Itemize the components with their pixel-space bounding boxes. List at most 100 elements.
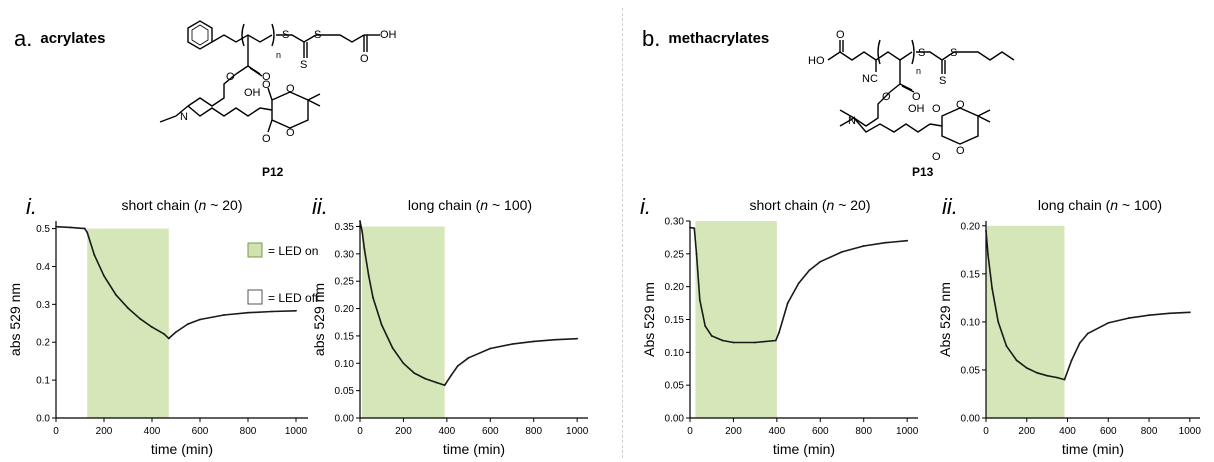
- atom-o3: O: [360, 53, 369, 65]
- chart-1: 0 200 400 600 800 1000 0.0 0.1 0.2 0.3 0.4 0.5 time …: [7, 194, 308, 457]
- y-tick-label: 0.1: [36, 376, 50, 387]
- y-tick-label: 0.10: [335, 359, 355, 370]
- data-point: [532, 340, 535, 343]
- y-axis-label: Abs 529 nm: [937, 282, 953, 357]
- x-tick-label: 1000: [1179, 426, 1202, 437]
- y-tick-label: 0.25: [665, 249, 685, 260]
- atom-n2: N: [848, 115, 856, 127]
- panel-a-header: a. acrylates: [14, 26, 105, 52]
- data-point: [450, 374, 453, 377]
- y-tick-label: 0.15: [961, 269, 981, 280]
- x-tick-label: 600: [812, 426, 829, 437]
- data-point: [1078, 342, 1081, 344]
- y-tick-label: 0.30: [665, 217, 685, 228]
- data-point: [402, 362, 405, 365]
- data-point: [380, 324, 383, 326]
- data-point: [710, 335, 713, 337]
- data-point: [1056, 376, 1059, 379]
- atom-s4: S: [918, 47, 925, 59]
- data-point: [424, 377, 427, 380]
- x-tick-label: 0: [983, 426, 989, 437]
- chart-title: short chain (n ~ 20): [749, 197, 870, 213]
- data-point: [786, 302, 789, 304]
- compound-label-p12: P12: [262, 165, 284, 179]
- data-point: [841, 250, 843, 253]
- absorbance-series-line: [359, 220, 578, 387]
- y-tick-label: 0.05: [335, 386, 355, 397]
- data-point: [187, 323, 189, 325]
- x-tick-label: 400: [1059, 426, 1076, 437]
- x-tick-label: 400: [439, 426, 456, 437]
- atom-o2: O: [226, 71, 235, 83]
- data-point: [987, 253, 989, 256]
- atom-s1: S: [282, 29, 289, 41]
- x-tick-label: 200: [1018, 426, 1035, 437]
- data-point: [1005, 345, 1008, 347]
- y-tick-label: 0.20: [665, 282, 685, 293]
- atom-o14: O: [956, 145, 965, 157]
- data-point: [163, 332, 165, 335]
- y-tick-label: 0.35: [335, 222, 355, 233]
- atom-o1: O: [262, 71, 271, 83]
- atom-n1: N: [180, 111, 188, 123]
- atom-o5: O: [262, 133, 271, 145]
- atom-s2: S: [314, 29, 321, 41]
- data-point: [576, 337, 579, 340]
- data-point: [247, 311, 249, 314]
- x-tick-label: 200: [725, 426, 742, 437]
- data-point: [689, 226, 691, 229]
- led-off-swatch: [247, 289, 263, 305]
- data-point: [372, 296, 374, 299]
- panel-a-title: acrylates: [40, 30, 106, 47]
- y-tick-label: 0.4: [36, 262, 50, 273]
- atom-o4: O: [262, 79, 271, 91]
- x-tick-label: 600: [482, 426, 499, 437]
- data-point: [693, 227, 696, 230]
- chart-title: long chain (n ~ 100): [408, 197, 532, 213]
- data-point: [1063, 378, 1066, 381]
- x-tick-label: 1000: [896, 426, 919, 437]
- led-on-region: [87, 228, 169, 418]
- data-point: [151, 326, 153, 328]
- atom-o6: O: [286, 83, 295, 95]
- led-on-swatch: [247, 242, 263, 258]
- data-point: [695, 252, 698, 255]
- y-tick-label: 0.3: [36, 300, 50, 311]
- data-point: [467, 356, 470, 359]
- panel-b-title: methacrylates: [668, 30, 770, 47]
- led-on-region: [362, 226, 445, 418]
- atom-oh1: OH: [380, 29, 397, 41]
- data-point: [83, 227, 86, 230]
- structure-p13: HO O NC S S S O O N OH O O O O n P13: [808, 29, 1015, 179]
- data-point: [86, 231, 89, 234]
- atom-subscript-n2: n: [916, 66, 921, 76]
- data-point: [456, 365, 459, 367]
- subpanel-numeral: ii.: [312, 194, 328, 219]
- y-tick-label: 0.5: [36, 224, 50, 235]
- x-tick-label: 600: [192, 426, 209, 437]
- data-point: [1046, 374, 1049, 377]
- y-tick-label: 0.00: [961, 414, 981, 425]
- data-point: [1070, 359, 1073, 362]
- data-point: [359, 220, 361, 222]
- atom-o9: O: [882, 91, 891, 103]
- atom-oh2: OH: [244, 87, 261, 99]
- atom-ho: HO: [808, 55, 825, 67]
- data-point: [435, 381, 437, 384]
- data-point: [732, 341, 735, 344]
- atom-s5: S: [950, 47, 957, 59]
- atom-nc: NC: [862, 73, 878, 85]
- data-point: [997, 321, 1000, 323]
- x-tick-label: 1000: [566, 426, 589, 437]
- structure-p12: S S S O O O OH N OH O O O O n P12: [159, 20, 397, 179]
- data-point: [363, 247, 366, 250]
- data-point: [797, 282, 800, 285]
- data-point: [985, 229, 987, 232]
- data-point: [175, 331, 177, 333]
- data-point: [115, 293, 117, 296]
- x-tick-label: 400: [144, 426, 161, 437]
- subpanel-numeral: i.: [26, 194, 37, 219]
- data-point: [698, 298, 701, 301]
- data-point: [55, 225, 57, 228]
- y-tick-label: 0.25: [335, 277, 355, 288]
